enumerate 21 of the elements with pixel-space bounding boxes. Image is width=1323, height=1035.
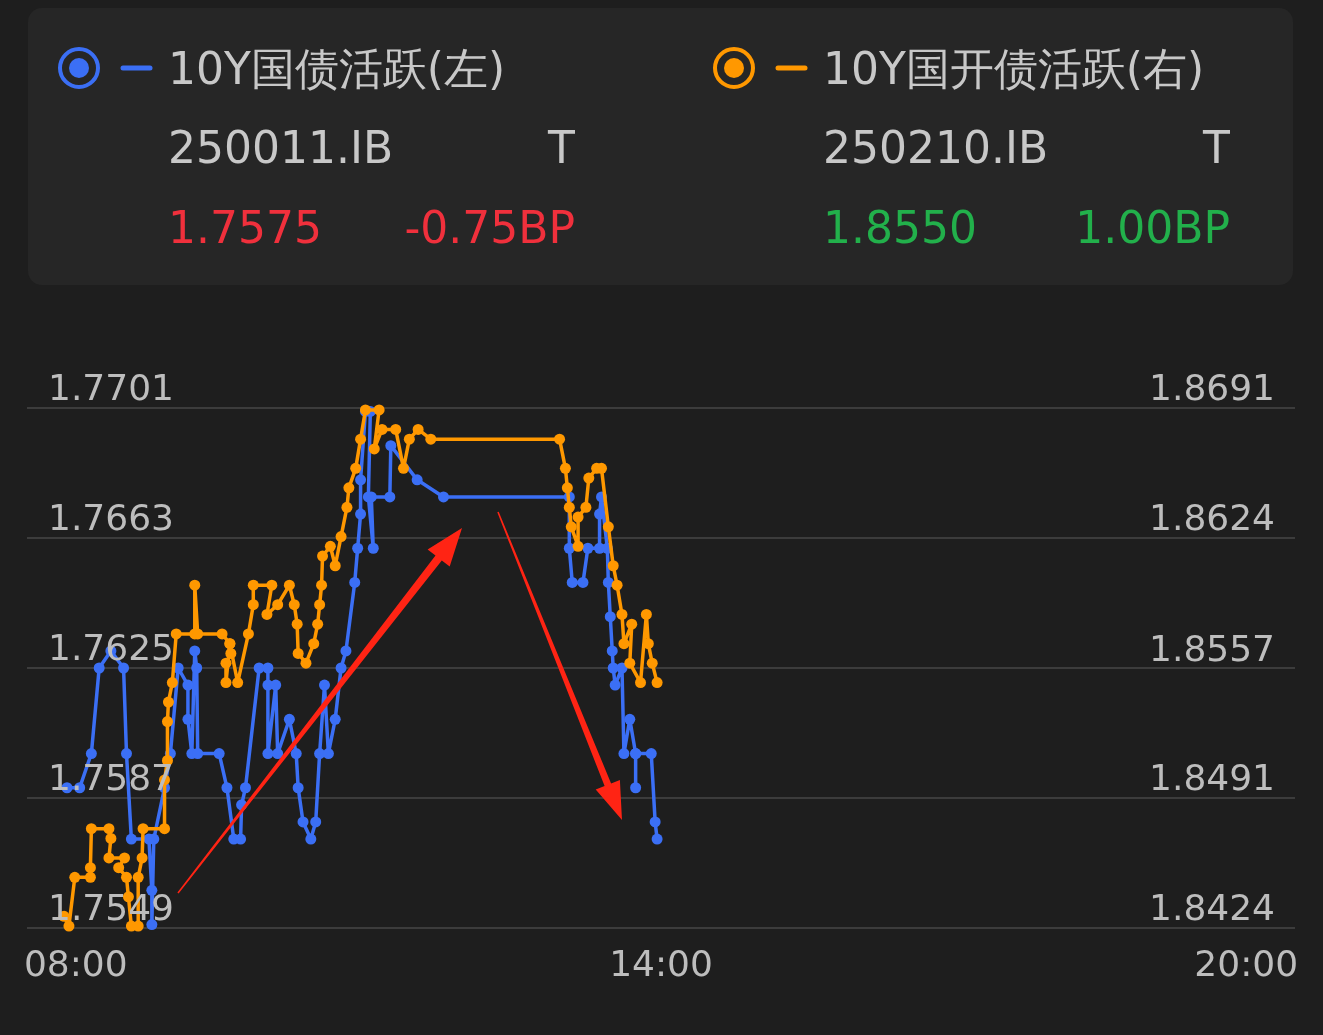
x-tick-label: 08:00 bbox=[23, 943, 128, 984]
y-tick-label: 1.7663 bbox=[48, 497, 174, 538]
y2-tick-label: 1.8557 bbox=[1149, 627, 1275, 669]
legend-label: 10Y国债活跃(左) bbox=[168, 43, 506, 94]
text: -0.75BP bbox=[404, 202, 575, 253]
text: T bbox=[547, 122, 576, 173]
legend-label: 10Y国开债活跃(右) bbox=[823, 43, 1205, 94]
y2-tick-label: 1.8491 bbox=[1149, 756, 1275, 798]
y2-tick-label: 1.8424 bbox=[1149, 887, 1275, 928]
text: T bbox=[1202, 122, 1231, 173]
x-tick-label: 14:00 bbox=[609, 943, 713, 984]
y2-tick-label: 1.8691 bbox=[1149, 367, 1275, 408]
text: 1.7575 bbox=[168, 202, 322, 253]
x-tick-label: 20:00 bbox=[1194, 943, 1299, 984]
text: 1.00BP bbox=[1075, 202, 1230, 253]
y2-tick-label: 1.8624 bbox=[1149, 497, 1275, 539]
y-tick-label: 1.7701 bbox=[48, 367, 174, 408]
text: 1.8550 bbox=[823, 202, 977, 253]
text: 250011.IB bbox=[168, 122, 394, 173]
text: 250210.IB bbox=[823, 122, 1049, 173]
y-tick-label: 1.7625 bbox=[48, 627, 174, 668]
